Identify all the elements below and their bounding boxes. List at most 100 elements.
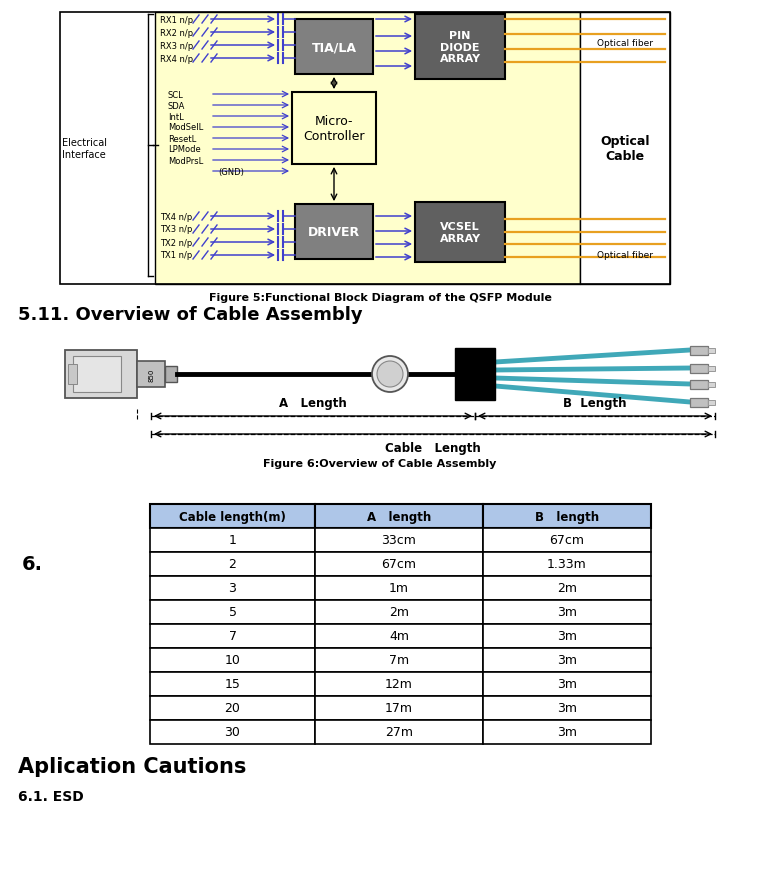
Text: B   length: B length	[535, 510, 599, 523]
Text: Micro-
Controller: Micro- Controller	[303, 114, 365, 143]
Text: 67cm: 67cm	[549, 534, 584, 547]
Text: Figure 5:Functional Block Diagram of the QSFP Module: Figure 5:Functional Block Diagram of the…	[208, 292, 552, 303]
Bar	[483, 528, 651, 552]
Bar	[315, 601, 483, 624]
Bar	[73, 357, 121, 392]
Text: 7m: 7m	[389, 654, 409, 667]
Text: 3m: 3m	[557, 629, 577, 643]
Bar	[483, 696, 651, 721]
Text: Electrical
Interface: Electrical Interface	[62, 138, 107, 160]
Text: 20: 20	[224, 702, 240, 714]
Text: 10: 10	[224, 654, 240, 667]
Text: 15: 15	[224, 678, 240, 691]
Text: TX4 n/p: TX4 n/p	[160, 212, 192, 221]
Bar	[150, 577, 315, 601]
Text: 30: 30	[224, 726, 240, 738]
Bar	[483, 504, 651, 528]
Text: 2m: 2m	[389, 606, 409, 619]
Bar	[455, 349, 495, 401]
Text: 3m: 3m	[557, 654, 577, 667]
Bar	[150, 696, 315, 721]
Bar	[483, 672, 651, 696]
Text: A   Length: A Length	[279, 397, 347, 409]
Bar	[150, 552, 315, 577]
Bar	[483, 601, 651, 624]
Bar	[708, 400, 715, 405]
Bar	[60, 13, 670, 284]
Bar	[65, 350, 137, 399]
Text: 5.11. Overview of Cable Assembly: 5.11. Overview of Cable Assembly	[18, 306, 363, 324]
Bar	[315, 721, 483, 744]
Bar	[708, 348, 715, 353]
Text: 3m: 3m	[557, 726, 577, 738]
Text: TX1 n/p: TX1 n/p	[160, 251, 192, 260]
Bar	[708, 382, 715, 387]
Text: Aplication Cautions: Aplication Cautions	[18, 756, 246, 776]
Bar	[150, 624, 315, 648]
Bar	[165, 367, 177, 383]
Text: 7: 7	[229, 629, 236, 643]
Text: Cable length(m): Cable length(m)	[179, 510, 286, 523]
Text: 3m: 3m	[557, 678, 577, 691]
Text: 67cm: 67cm	[382, 558, 416, 571]
Text: LPMode: LPMode	[168, 146, 201, 155]
Bar	[483, 552, 651, 577]
Bar	[315, 648, 483, 672]
Bar	[483, 624, 651, 648]
Text: VCSEL
ARRAY: VCSEL ARRAY	[439, 222, 480, 243]
Text: SDA: SDA	[168, 101, 185, 110]
Text: TX2 n/p: TX2 n/p	[160, 238, 192, 248]
Text: 3: 3	[229, 582, 236, 595]
Bar	[150, 721, 315, 744]
Bar	[483, 721, 651, 744]
Bar	[150, 648, 315, 672]
Text: RX3 n/p: RX3 n/p	[160, 41, 193, 50]
Text: Optical fiber: Optical fiber	[597, 250, 653, 259]
Text: RX4 n/p: RX4 n/p	[160, 55, 193, 63]
Text: RX1 n/p: RX1 n/p	[160, 15, 193, 24]
Text: 1m: 1m	[389, 582, 409, 595]
Text: A   length: A length	[367, 510, 431, 523]
Text: ResetL: ResetL	[168, 134, 196, 143]
Text: 4m: 4m	[389, 629, 409, 643]
Bar	[708, 366, 715, 371]
Text: 2m: 2m	[557, 582, 577, 595]
Text: 3m: 3m	[557, 702, 577, 714]
Bar	[483, 577, 651, 601]
Bar	[483, 648, 651, 672]
Bar	[150, 528, 315, 552]
Text: 12m: 12m	[385, 678, 413, 691]
Circle shape	[377, 361, 403, 388]
Text: IntL: IntL	[168, 113, 184, 122]
Text: TIA/LA: TIA/LA	[312, 41, 356, 54]
Text: B  Length: B Length	[563, 397, 627, 409]
Bar	[315, 528, 483, 552]
Bar	[150, 601, 315, 624]
Bar	[68, 365, 77, 384]
Text: (GND): (GND)	[218, 167, 244, 176]
Text: 27m: 27m	[385, 726, 413, 738]
Bar	[315, 696, 483, 721]
Text: DRIVER: DRIVER	[308, 226, 360, 239]
Bar	[415, 15, 505, 80]
Text: Optical
Cable: Optical Cable	[600, 135, 650, 163]
Text: 6.1. ESD: 6.1. ESD	[18, 789, 84, 803]
Bar	[415, 203, 505, 263]
Bar	[292, 93, 376, 164]
Text: TX3 n/p: TX3 n/p	[160, 225, 192, 234]
Text: PIN
DIODE
ARRAY: PIN DIODE ARRAY	[439, 31, 480, 64]
Text: 17m: 17m	[385, 702, 413, 714]
Bar	[315, 552, 483, 577]
Bar	[315, 577, 483, 601]
Text: Figure 6:Overview of Cable Assembly: Figure 6:Overview of Cable Assembly	[263, 459, 497, 468]
Bar	[295, 20, 373, 75]
Bar	[150, 504, 315, 528]
Bar	[295, 205, 373, 260]
Bar	[690, 364, 708, 373]
Text: 1.33m: 1.33m	[547, 558, 587, 571]
Text: 1: 1	[229, 534, 236, 547]
Text: Optical fiber: Optical fiber	[597, 38, 653, 47]
Text: SCL: SCL	[168, 90, 184, 99]
Bar	[690, 346, 708, 355]
Text: 850: 850	[148, 368, 154, 381]
